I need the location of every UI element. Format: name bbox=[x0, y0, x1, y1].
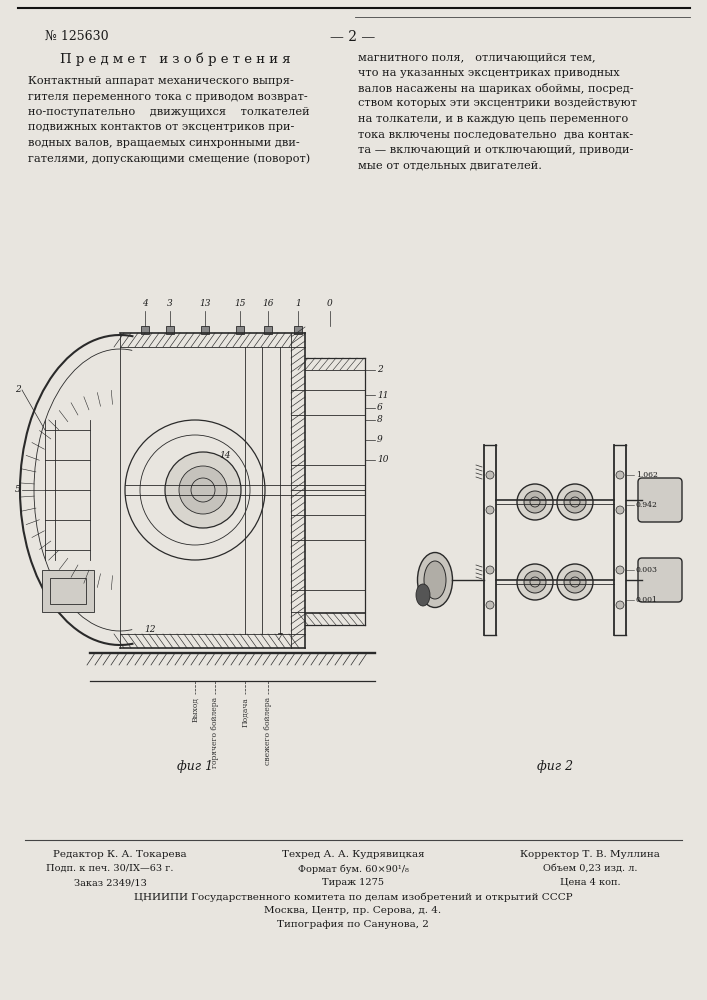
Text: Техред А. А. Кудрявицкая: Техред А. А. Кудрявицкая bbox=[281, 850, 424, 859]
Text: горячего бойлера: горячего бойлера bbox=[211, 697, 219, 768]
Circle shape bbox=[616, 566, 624, 574]
Text: 4: 4 bbox=[142, 299, 148, 308]
Circle shape bbox=[486, 506, 494, 514]
Text: на толкатели, и в каждую цепь переменного: на толкатели, и в каждую цепь переменног… bbox=[358, 114, 629, 124]
Text: подвижных контактов от эксцентриков при-: подвижных контактов от эксцентриков при- bbox=[28, 122, 294, 132]
Text: Подп. к печ. 30/IX—63 г.: Подп. к печ. 30/IX—63 г. bbox=[46, 864, 174, 873]
Text: Москва, Центр, пр. Серова, д. 4.: Москва, Центр, пр. Серова, д. 4. bbox=[264, 906, 442, 915]
Circle shape bbox=[486, 471, 494, 479]
FancyBboxPatch shape bbox=[638, 478, 682, 522]
Text: Тираж 1275: Тираж 1275 bbox=[322, 878, 384, 887]
Text: 14: 14 bbox=[219, 450, 230, 460]
Text: валов насажены на шариках обоймы, посред-: валов насажены на шариках обоймы, посред… bbox=[358, 83, 633, 94]
Text: 0.942: 0.942 bbox=[636, 501, 658, 509]
Text: мые от отдельных двигателей.: мые от отдельных двигателей. bbox=[358, 160, 542, 170]
Text: гителя переменного тока с приводом возврат-: гителя переменного тока с приводом возвр… bbox=[28, 92, 308, 102]
Bar bbox=[166, 326, 174, 334]
Text: что на указанных эксцентриках приводных: что на указанных эксцентриках приводных bbox=[358, 68, 619, 78]
Circle shape bbox=[486, 566, 494, 574]
Text: та — включающий и отключающий, приводи-: та — включающий и отключающий, приводи- bbox=[358, 145, 633, 155]
Text: Объем 0,23 изд. л.: Объем 0,23 изд. л. bbox=[543, 864, 637, 873]
Ellipse shape bbox=[564, 571, 586, 593]
Text: Выход: Выход bbox=[191, 697, 199, 722]
Text: 1: 1 bbox=[295, 299, 301, 308]
Text: 3: 3 bbox=[167, 299, 173, 308]
Text: фиг 1: фиг 1 bbox=[177, 760, 213, 773]
Text: гателями, допускающими смещение (поворот): гателями, допускающими смещение (поворот… bbox=[28, 153, 310, 164]
Circle shape bbox=[616, 506, 624, 514]
Text: 2: 2 bbox=[15, 385, 21, 394]
Ellipse shape bbox=[524, 571, 546, 593]
Text: тока включены последовательно  два контак-: тока включены последовательно два контак… bbox=[358, 129, 633, 139]
Text: Цена 4 коп.: Цена 4 коп. bbox=[560, 878, 620, 887]
Circle shape bbox=[616, 471, 624, 479]
Ellipse shape bbox=[517, 484, 553, 520]
Circle shape bbox=[179, 466, 227, 514]
Text: 0: 0 bbox=[327, 299, 333, 308]
Text: 1.062: 1.062 bbox=[636, 471, 658, 479]
Text: 9: 9 bbox=[377, 436, 382, 444]
Ellipse shape bbox=[416, 584, 430, 606]
Text: Редактор К. А. Токарева: Редактор К. А. Токарева bbox=[53, 850, 187, 859]
Bar bbox=[201, 326, 209, 334]
Text: 10: 10 bbox=[377, 456, 389, 464]
Ellipse shape bbox=[564, 491, 586, 513]
Text: 0.003: 0.003 bbox=[636, 566, 658, 574]
Text: ЦНИИПИ Государственного комитета по делам изобретений и открытий СССР: ЦНИИПИ Государственного комитета по дела… bbox=[134, 892, 572, 902]
Text: Заказ 2349/13: Заказ 2349/13 bbox=[74, 878, 146, 887]
FancyBboxPatch shape bbox=[638, 558, 682, 602]
Bar bbox=[50, 578, 86, 604]
Text: водных валов, вращаемых синхронными дви-: водных валов, вращаемых синхронными дви- bbox=[28, 138, 300, 148]
Text: Корректор Т. В. Муллина: Корректор Т. В. Муллина bbox=[520, 850, 660, 859]
Text: фиг 2: фиг 2 bbox=[537, 760, 573, 773]
Text: 8: 8 bbox=[377, 416, 382, 424]
Text: 2: 2 bbox=[377, 365, 382, 374]
Text: П р е д м е т   и з о б р е т е н и я: П р е д м е т и з о б р е т е н и я bbox=[59, 52, 291, 66]
Ellipse shape bbox=[557, 564, 593, 600]
Bar bbox=[236, 326, 244, 334]
Text: ством которых эти эксцентрики воздействуют: ством которых эти эксцентрики воздейству… bbox=[358, 99, 637, 108]
Bar bbox=[141, 326, 149, 334]
Text: Формат бум. 60×90¹/₈: Формат бум. 60×90¹/₈ bbox=[298, 864, 409, 874]
Text: но-поступательно    движущихся    толкателей: но-поступательно движущихся толкателей bbox=[28, 107, 310, 117]
Bar bbox=[42, 570, 94, 612]
Text: № 125630: № 125630 bbox=[45, 30, 109, 43]
Text: 13: 13 bbox=[199, 299, 211, 308]
Text: 12: 12 bbox=[144, 626, 156, 635]
Bar bbox=[264, 326, 272, 334]
Ellipse shape bbox=[524, 491, 546, 513]
Ellipse shape bbox=[424, 561, 446, 599]
Circle shape bbox=[486, 601, 494, 609]
Text: магнитного поля,   отличающийся тем,: магнитного поля, отличающийся тем, bbox=[358, 52, 595, 62]
Ellipse shape bbox=[418, 552, 452, 607]
Text: 11: 11 bbox=[377, 390, 389, 399]
Text: 7: 7 bbox=[277, 634, 283, 643]
Ellipse shape bbox=[517, 564, 553, 600]
Ellipse shape bbox=[557, 484, 593, 520]
Text: Контактный аппарат механического выпря-: Контактный аппарат механического выпря- bbox=[28, 76, 294, 86]
Text: Типография по Санунова, 2: Типография по Санунова, 2 bbox=[277, 920, 429, 929]
Text: 6: 6 bbox=[377, 403, 382, 412]
Circle shape bbox=[616, 601, 624, 609]
Bar bbox=[294, 326, 302, 334]
Text: свежего бойлера: свежего бойлера bbox=[264, 697, 272, 765]
Text: — 2 —: — 2 — bbox=[330, 30, 375, 44]
Text: 15: 15 bbox=[234, 299, 246, 308]
Text: 16: 16 bbox=[262, 299, 274, 308]
Text: 0.001: 0.001 bbox=[636, 596, 658, 604]
Text: 5: 5 bbox=[15, 486, 21, 494]
Circle shape bbox=[165, 452, 241, 528]
Text: Подача: Подача bbox=[241, 697, 249, 727]
